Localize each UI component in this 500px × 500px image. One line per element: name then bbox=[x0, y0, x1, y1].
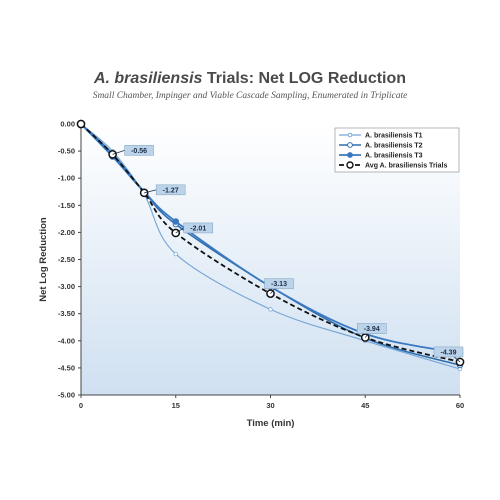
y-tick-label: -0.50 bbox=[58, 147, 75, 156]
x-tick-label: 30 bbox=[266, 401, 274, 410]
x-tick-label: 60 bbox=[456, 401, 464, 410]
legend-entry: A. brasiliensis T1 bbox=[365, 133, 423, 140]
data-label-box bbox=[155, 184, 186, 196]
data-label-box bbox=[183, 222, 213, 234]
data-label: -2.01 bbox=[190, 225, 206, 232]
series-avg-point bbox=[139, 188, 149, 198]
legend-marker bbox=[347, 142, 353, 148]
data-label-box bbox=[357, 323, 387, 334]
chart-subtitle: Small Chamber, Impinger and Viable Casca… bbox=[92, 91, 408, 101]
chart-title-rest: Trials: Net LOG Reduction bbox=[202, 70, 407, 87]
data-label-leader bbox=[112, 149, 125, 155]
data-label: -1.27 bbox=[163, 187, 179, 194]
data-label-box bbox=[264, 278, 294, 289]
chart-title-block: A. brasiliensis Trials: Net LOG Reductio… bbox=[0, 70, 500, 101]
legend-marker bbox=[346, 161, 354, 169]
data-label-box bbox=[124, 145, 154, 156]
series-1-point bbox=[173, 251, 178, 257]
legend-marker bbox=[347, 152, 353, 158]
chart-title: A. brasiliensis Trials: Net LOG Reductio… bbox=[0, 70, 500, 88]
data-label: -3.13 bbox=[271, 281, 287, 288]
y-tick-label: -3.50 bbox=[58, 309, 75, 318]
y-tick-label: -4.50 bbox=[58, 363, 75, 372]
data-label: -3.94 bbox=[364, 326, 380, 333]
y-tick-label: -4.00 bbox=[58, 336, 75, 345]
x-tick-label: 0 bbox=[79, 401, 83, 410]
data-label-box bbox=[433, 346, 464, 358]
data-label: -0.56 bbox=[131, 148, 147, 155]
data-label-leader bbox=[175, 227, 184, 234]
legend-entry: A. brasiliensis T3 bbox=[365, 153, 423, 160]
legend-marker bbox=[347, 132, 353, 138]
legend-entry: A. brasiliensis T2 bbox=[365, 143, 423, 150]
y-tick-label: -3.00 bbox=[58, 282, 75, 291]
y-tick-label: 0.00 bbox=[60, 120, 75, 129]
y-tick-label: -1.00 bbox=[58, 174, 75, 183]
data-label: -4.39 bbox=[441, 349, 457, 356]
data-label-leader bbox=[144, 189, 157, 194]
series-avg-point bbox=[76, 119, 86, 129]
y-axis-label: Net Log Reduction bbox=[38, 217, 49, 302]
y-tick-label: -1.50 bbox=[58, 201, 75, 210]
x-tick-label: 15 bbox=[172, 401, 180, 410]
legend-entry: Avg A. brasiliensis Trials bbox=[365, 163, 447, 170]
y-tick-label: -5.00 bbox=[58, 391, 75, 400]
series-1-point bbox=[268, 307, 273, 312]
y-tick-label: -2.00 bbox=[58, 228, 75, 237]
chart-title-italic: A. brasiliensis bbox=[93, 70, 203, 87]
x-tick-label: 45 bbox=[361, 401, 369, 410]
y-tick-label: -2.50 bbox=[58, 255, 75, 264]
series-3-point bbox=[172, 218, 180, 225]
x-axis-label: Time (min) bbox=[247, 418, 295, 429]
